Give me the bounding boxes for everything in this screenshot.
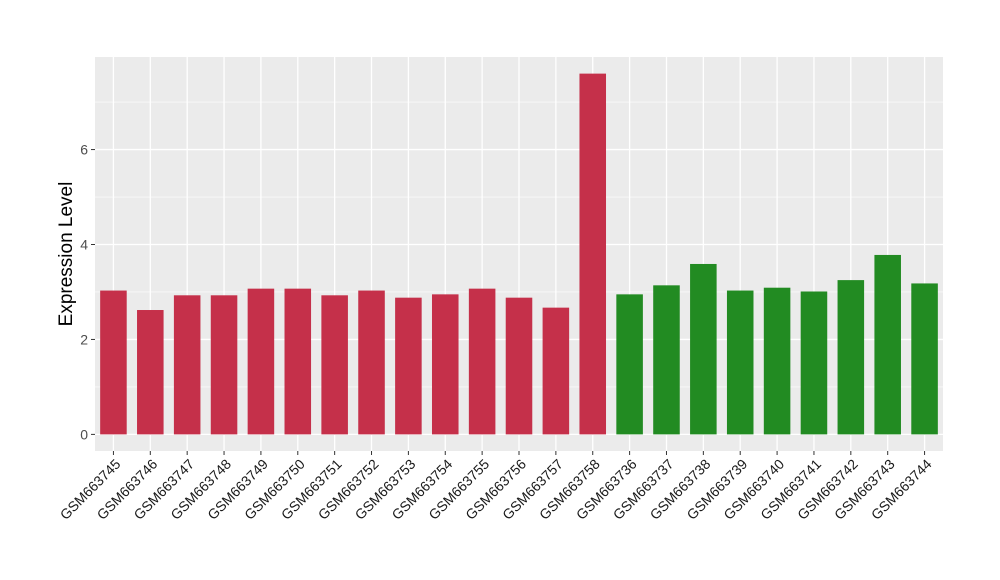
bar-GSM663754 (431, 294, 459, 435)
bar-GSM663742 (837, 280, 865, 435)
bar-GSM663736 (616, 294, 643, 435)
bar-GSM663748 (210, 295, 238, 435)
bar-GSM663752 (358, 290, 385, 435)
bar-GSM663745 (100, 290, 127, 435)
bar-GSM663753 (395, 297, 422, 435)
bar-GSM663741 (800, 291, 828, 435)
bar-GSM663737 (653, 285, 680, 435)
bar-GSM663757 (542, 307, 570, 435)
bar-GSM663751 (321, 295, 348, 435)
bar-GSM663743 (874, 254, 901, 435)
bar-GSM663749 (247, 288, 275, 435)
bar-GSM663758 (579, 73, 607, 435)
y-tick-label: 2 (80, 331, 88, 347)
x-axis: GSM663745GSM663746GSM663747GSM663748GSM6… (57, 451, 935, 523)
bar-GSM663746 (137, 310, 164, 435)
y-tick-label: 4 (80, 237, 88, 253)
bar-GSM663739 (726, 290, 754, 435)
bars (100, 73, 938, 435)
y-axis-title: Expression Level (56, 182, 77, 327)
bar-GSM663756 (505, 297, 533, 435)
bar-GSM663755 (468, 288, 496, 435)
y-tick-label: 0 (80, 426, 88, 442)
bar-GSM663747 (173, 295, 201, 435)
bar-GSM663750 (284, 288, 312, 435)
y-axis: 0 2 4 6 (80, 142, 95, 442)
bar-GSM663744 (911, 283, 938, 435)
bar-GSM663740 (763, 287, 791, 435)
bar-GSM663738 (690, 263, 717, 435)
y-tick-label: 6 (80, 142, 88, 158)
